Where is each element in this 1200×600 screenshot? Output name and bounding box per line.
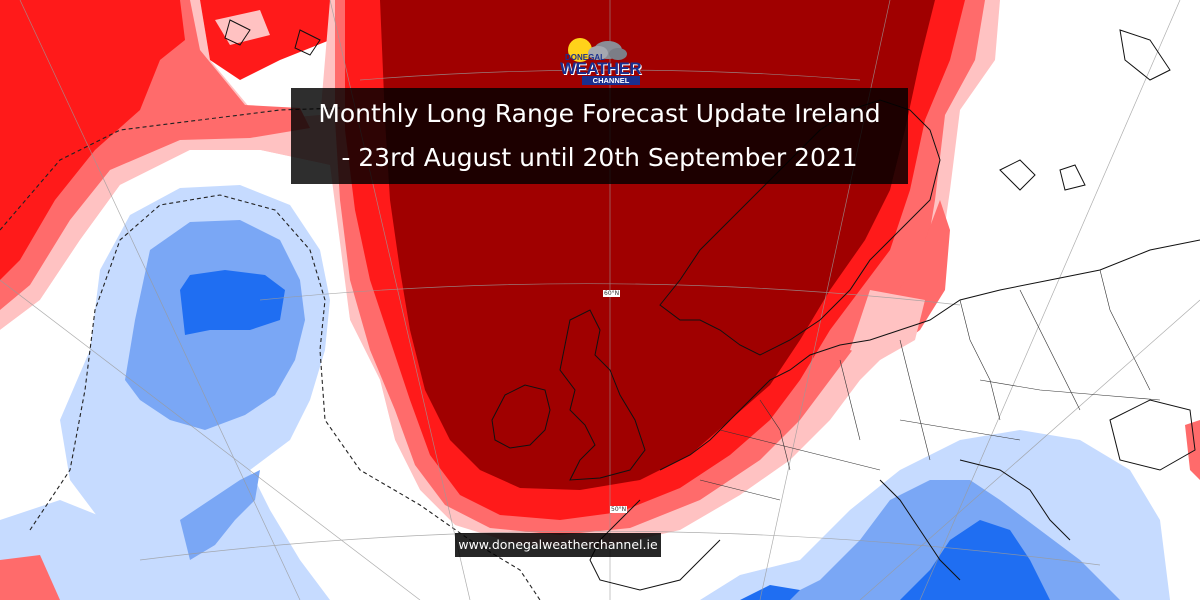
- forecast-title-box: Monthly Long Range Forecast Update Irela…: [291, 88, 908, 184]
- greenland-warm-anomaly: [0, 0, 350, 330]
- continent-coast-outline: [659, 239, 1200, 471]
- east-warm-anomaly: [850, 200, 1200, 480]
- great-britain-outline: [559, 309, 646, 481]
- latitude-label-50: 50°N: [610, 506, 628, 513]
- atlantic-cool-anomaly: [0, 150, 455, 600]
- mediterranean-cool-anomaly: [700, 430, 1170, 600]
- coastlines: [224, 19, 1200, 591]
- zero-contours: [0, 107, 541, 600]
- logo-sun-cloud-icon: [568, 38, 627, 62]
- balkans-outline: [959, 459, 1071, 541]
- ireland-outline: [491, 384, 551, 449]
- country-borders: [699, 269, 1161, 501]
- logo-text-weather: WEATHER: [560, 59, 642, 78]
- website-url[interactable]: www.donegalweatherchannel.ie: [455, 533, 661, 557]
- black-sea-outline: [1109, 399, 1196, 471]
- iberia-coast-outline: [589, 499, 721, 591]
- forecast-title-line-1: Monthly Long Range Forecast Update Irela…: [318, 99, 881, 128]
- latitude-label-60: 60°N: [603, 290, 621, 297]
- italy-outline: [879, 479, 961, 581]
- scandinavia-outline: [659, 99, 941, 356]
- arctic-islands-outline: [1119, 29, 1171, 81]
- logo-text-channel: CHANNEL: [582, 76, 640, 85]
- donegal-weather-channel-logo: DONEGAL WEATHER CHANNEL: [560, 36, 642, 88]
- forecast-title-line-2: - 23rd August until 20th September 2021: [341, 143, 858, 172]
- logo-text-donegal: DONEGAL: [565, 53, 605, 62]
